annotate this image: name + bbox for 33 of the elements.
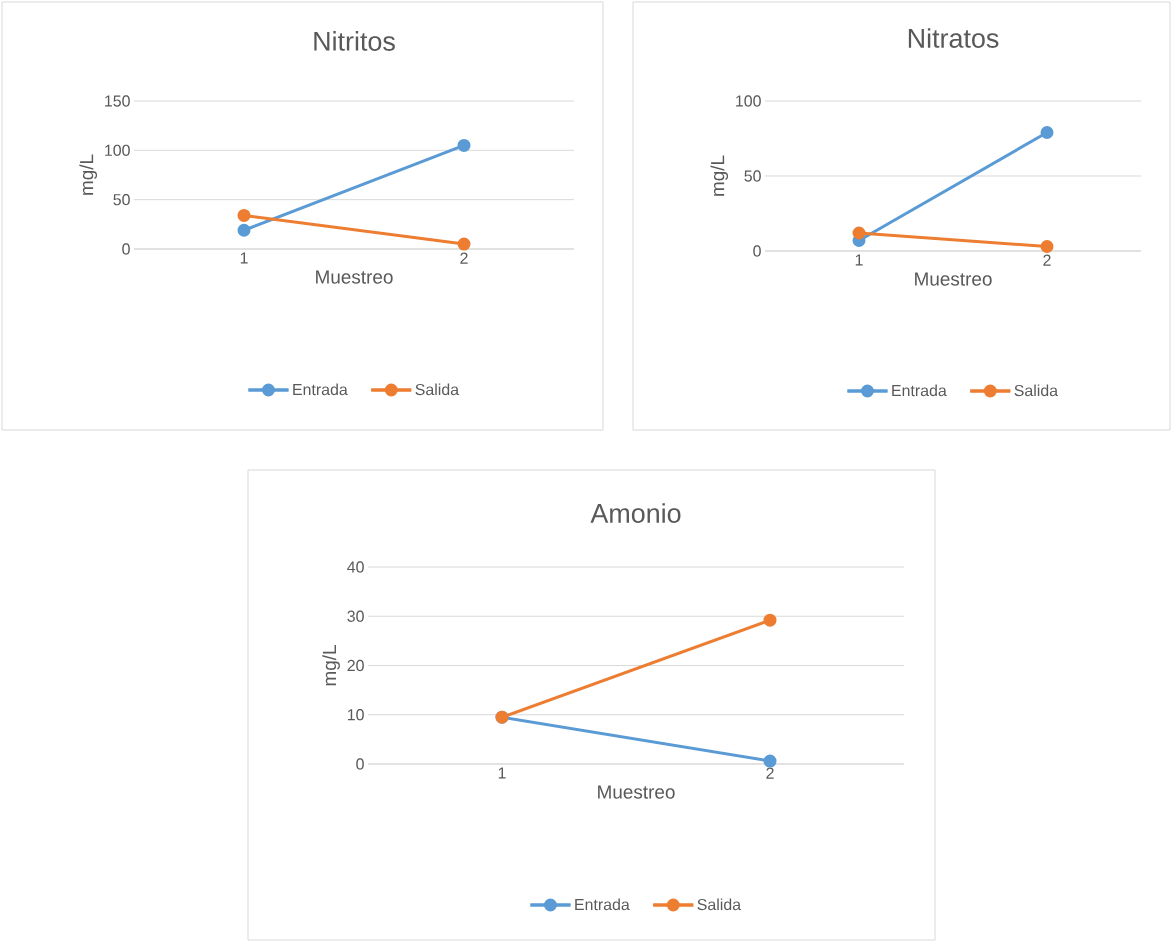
- chart-title: Nitritos: [314, 31, 395, 51]
- y-axis-title: mg/L: [322, 645, 340, 686]
- x-tick-label: 2: [460, 252, 468, 264]
- legend-label: Salida: [415, 383, 460, 396]
- legend-label: Salida: [697, 898, 742, 911]
- y-tick-label: 0: [356, 758, 364, 770]
- x-tick-label: 1: [498, 767, 506, 779]
- y-axis-title: mg/L: [79, 154, 98, 195]
- legend-label: Entrada: [575, 898, 630, 911]
- y-tick-label: 30: [347, 610, 364, 622]
- x-axis-title: Muestreo: [915, 272, 992, 286]
- x-axis-title: Muestreo: [316, 270, 393, 284]
- y-tick-label: 100: [105, 144, 130, 156]
- x-tick-label: 2: [1043, 254, 1051, 266]
- y-tick-label: 20: [347, 659, 364, 672]
- y-tick-label: 150: [105, 95, 130, 107]
- legend-label: Salida: [1014, 384, 1059, 397]
- legend-label: Entrada: [293, 383, 348, 396]
- y-tick-label: 10: [347, 709, 364, 721]
- chart-title: Nitratos: [908, 28, 999, 48]
- x-tick-label: 1: [240, 252, 248, 264]
- x-tick-label: 2: [766, 767, 774, 779]
- y-tick-label: 0: [753, 245, 761, 257]
- y-tick-label: 0: [122, 243, 130, 255]
- y-axis-title: mg/L: [710, 155, 729, 196]
- chart-title: Amonio: [590, 503, 681, 523]
- x-axis-title: Muestreo: [598, 785, 675, 799]
- legend-label: Entrada: [892, 384, 947, 397]
- y-tick-label: 50: [744, 170, 761, 182]
- y-tick-label: 50: [113, 194, 130, 206]
- x-tick-label: 1: [855, 254, 863, 266]
- y-tick-label: 40: [347, 561, 364, 573]
- y-tick-label: 100: [736, 95, 761, 107]
